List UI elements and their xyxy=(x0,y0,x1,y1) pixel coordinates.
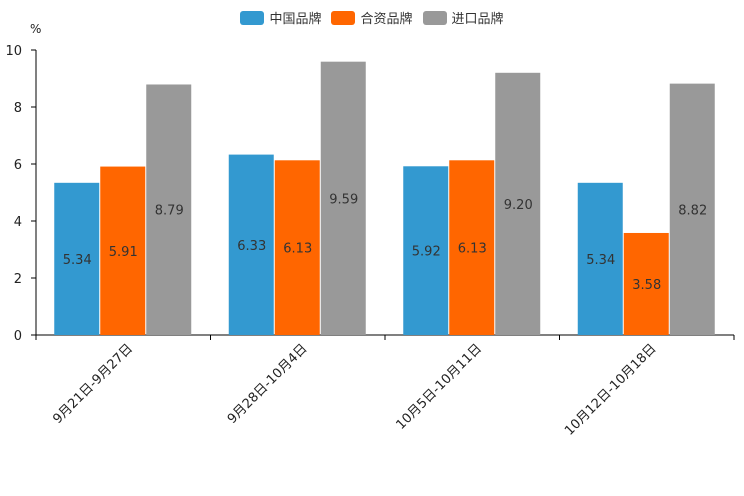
bar-value-label: 9.59 xyxy=(329,192,358,207)
legend-label-jv-brand: 合资品牌 xyxy=(360,12,413,27)
bar xyxy=(623,232,669,335)
bar-value-label: 9.20 xyxy=(504,198,533,213)
legend-item-china-brand[interactable]: 中国品牌 xyxy=(240,8,321,27)
bar-value-label: 3.58 xyxy=(632,278,661,293)
y-tick-label: 2 xyxy=(14,272,22,287)
x-category-label: 9月28日-10月4日 xyxy=(225,341,311,427)
bar-value-label: 6.33 xyxy=(237,239,266,254)
bar xyxy=(54,182,100,335)
y-tick-label: 10 xyxy=(5,44,22,59)
bar-value-label: 6.13 xyxy=(458,242,487,257)
bar xyxy=(403,166,449,335)
bar xyxy=(274,160,320,335)
y-tick-label: 6 xyxy=(14,158,22,173)
legend-swatch-import-brand xyxy=(422,10,447,25)
bar xyxy=(228,154,274,335)
y-tick-label: 8 xyxy=(14,101,22,116)
bar xyxy=(577,182,623,335)
legend-item-import-brand[interactable]: 进口品牌 xyxy=(422,8,504,27)
legend-item-jv-brand[interactable]: 合资品牌 xyxy=(331,8,413,27)
bar-value-label: 5.34 xyxy=(63,253,92,268)
x-category-label: 10月5日-10月11日 xyxy=(393,341,485,433)
bar-value-label: 5.91 xyxy=(109,245,138,260)
bar xyxy=(100,166,146,335)
legend: 中国品牌 合资品牌 进口品牌 xyxy=(0,8,744,27)
y-tick-label: 4 xyxy=(14,215,22,230)
y-tick-label: 0 xyxy=(14,329,22,344)
bar-value-label: 6.13 xyxy=(283,242,312,257)
bar xyxy=(449,160,495,335)
bar xyxy=(495,72,541,336)
bar-value-label: 5.34 xyxy=(586,253,615,268)
legend-swatch-jv-brand xyxy=(331,10,356,25)
legend-label-china-brand: 中国品牌 xyxy=(269,12,322,27)
x-category-label: 10月12日-10月18日 xyxy=(562,341,659,438)
bar xyxy=(669,83,715,335)
bar xyxy=(320,61,366,336)
y-unit-label: % xyxy=(30,22,41,36)
legend-swatch-china-brand xyxy=(240,10,265,25)
bar-value-label: 8.79 xyxy=(155,204,184,219)
bar-value-label: 5.92 xyxy=(412,245,441,260)
legend-label-import-brand: 进口品牌 xyxy=(451,12,504,27)
x-category-label: 9月21日-9月27日 xyxy=(50,341,136,427)
bar-value-label: 8.82 xyxy=(678,203,707,218)
bar xyxy=(146,84,192,335)
